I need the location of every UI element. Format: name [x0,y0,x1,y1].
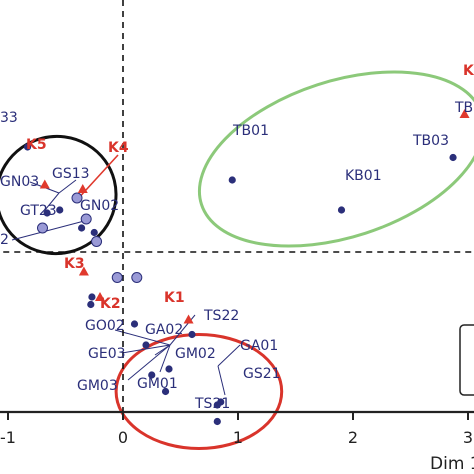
point-labels: 33 GS13 GN03 GT23 GN02 2 TB01 TB03 TB KB01 GO02 GA0… [0,63,474,412]
leader-line [114,329,171,346]
group-ellipses [0,70,474,450]
centroid-k1 [183,314,194,324]
centroid-k2 [95,292,105,301]
data-point-gm03 [148,371,156,379]
data-point-gm02 [165,365,173,373]
data-point-gm01 [161,387,170,396]
centroid-k3 [78,266,89,276]
point-label-ts22: TS22 [203,308,239,324]
point-label-tb: TB [454,100,473,116]
data-point-gn03 [43,209,51,217]
point-label-ts21: TS21 [194,396,230,412]
centroid-label-k4: K4 [108,140,129,156]
point-label-gs13: GS13 [52,166,90,182]
data-point [80,213,92,225]
leader-line [121,344,171,354]
data-point-ts21 [213,417,221,426]
reference-lines [0,0,474,412]
data-points [23,143,457,426]
point-label-gn02: GN02 [80,198,119,214]
data-point [71,192,83,204]
ellipse-red [114,333,284,450]
data-point [111,272,123,283]
point-label-gm01: GM01 [137,376,178,392]
data-point-go02 [87,300,95,309]
x-tick-label: 1 [233,428,243,447]
centroid-k [459,109,470,118]
ellipse-green [197,70,474,248]
legend-box [459,324,474,396]
data-point-33 [23,143,32,151]
centroid-k4 [77,184,88,193]
data-point [88,293,96,301]
data-point-gs13 [56,206,64,214]
data-point-tb03 [449,153,457,162]
data-point-gs21 [213,401,221,409]
leader-line [217,344,241,367]
point-label-go02: GO02 [85,318,125,334]
point-label-gm03: GM03 [77,378,118,394]
centroid-label-k3: K3 [64,256,85,272]
x-tick-label: 0 [118,428,128,447]
leader-line [217,365,226,396]
k4-arrow [74,154,119,203]
data-point-gt23 [37,222,48,234]
x-tick-label: 2 [348,428,358,447]
data-point-ga02 [130,320,139,328]
point-label-gt23: GT23 [20,203,57,219]
leader-line [11,219,89,241]
point-label-ge03: GE03 [88,346,126,362]
leader-line [159,344,171,373]
data-point-ts22 [188,330,196,339]
leader-line [154,344,171,356]
centroid-label-k: K [463,63,474,79]
centroid-k5 [39,179,50,189]
data-point-ge03 [142,341,150,349]
leader-lines [11,154,241,396]
x-tick-label: -1 [0,428,16,447]
point-label-33: 33 [0,110,18,126]
point-label-gm02: GM02 [175,346,216,362]
x-axis-title: Dim 1 [430,454,474,474]
point-label-ga02: GA02 [145,322,183,338]
centroid-label-k5: K5 [26,137,47,153]
point-label-kb01: KB01 [345,168,382,184]
data-point [91,236,103,247]
centroid-label-k2: K2 [100,296,121,312]
centroid-label-k1: K1 [164,290,185,306]
data-point-gn02 [78,224,86,232]
leader-line [58,179,77,194]
point-label-tb01: TB01 [232,123,269,139]
leader-line [127,344,171,381]
x-axis: -1 0 1 2 3 [0,410,474,447]
point-label-gs21: GS21 [243,366,281,382]
point-label-2: 2 [0,232,9,248]
leader-line [44,192,60,211]
data-point [131,272,143,283]
point-label-ga01: GA01 [240,338,278,354]
x-tick-label: 3 [463,428,473,447]
data-point-kb01 [337,206,346,214]
point-label-tb03: TB03 [412,133,449,149]
centroid-markers [39,109,470,324]
data-point-2 [90,228,98,237]
data-point-tb01 [228,176,236,184]
point-label-gn03: GN03 [0,174,39,190]
